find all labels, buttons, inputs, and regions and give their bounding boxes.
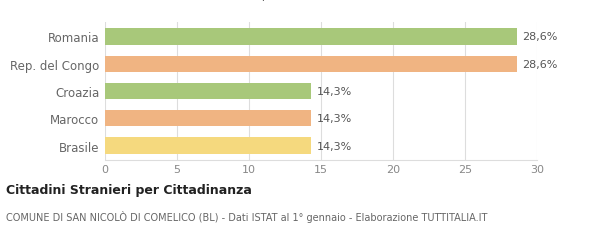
Bar [105,56,517,73]
Text: COMUNE DI SAN NICOLÒ DI COMELICO (BL) - Dati ISTAT al 1° gennaio - Elaborazione : COMUNE DI SAN NICOLÒ DI COMELICO (BL) - … [6,210,487,222]
Text: 28,6%: 28,6% [523,32,558,42]
Text: 28,6%: 28,6% [523,60,558,69]
Text: 14,3%: 14,3% [317,141,352,151]
Bar [105,111,311,127]
Text: 14,3%: 14,3% [317,87,352,97]
Text: 14,3%: 14,3% [317,114,352,124]
Bar [105,29,517,45]
Bar [105,138,311,154]
Text: Cittadini Stranieri per Cittadinanza: Cittadini Stranieri per Cittadinanza [6,184,252,196]
Bar [105,83,311,100]
Legend: Europa, Africa, America: Europa, Africa, America [204,0,438,6]
